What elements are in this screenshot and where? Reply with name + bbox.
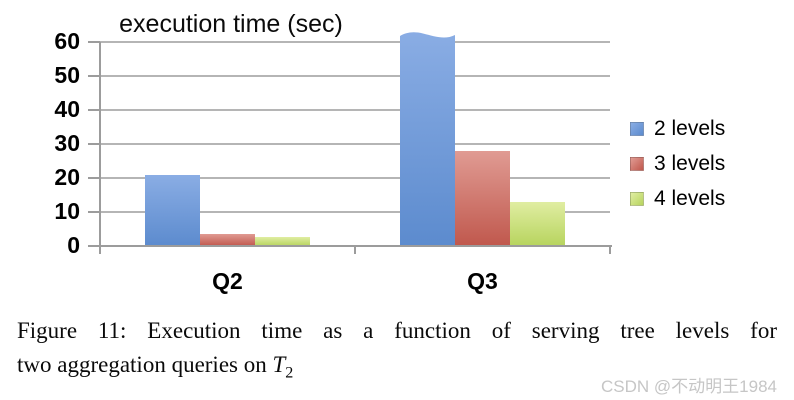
csdn-watermark: CSDN @不动明王1984 xyxy=(601,377,777,396)
legend-label: 2 levels xyxy=(654,117,726,140)
y-tick-40 xyxy=(88,109,100,111)
figure-caption: Figure 11: Execution time as a function … xyxy=(17,314,777,391)
gridline-30 xyxy=(100,143,610,145)
x-tick-1 xyxy=(354,246,356,254)
math-variable-T: T xyxy=(272,352,286,377)
y-tick-label-60: 60 xyxy=(54,28,80,54)
gridline-10 xyxy=(100,211,610,213)
caption-line-1: Figure 11: Execution time as a function … xyxy=(17,318,777,343)
legend-swatch-red xyxy=(630,157,644,171)
math-subscript-2: 2 xyxy=(285,364,294,382)
y-tick-label-20: 20 xyxy=(54,164,80,190)
y-tick-30 xyxy=(88,143,100,145)
plot-area xyxy=(88,41,612,254)
legend-label: 3 levels xyxy=(654,152,726,175)
bar-q2-3-levels xyxy=(200,234,255,246)
gridline-20 xyxy=(100,177,610,179)
legend-swatch-green xyxy=(630,192,644,206)
chart-title: execution time (sec) xyxy=(119,10,343,38)
bar-q3-2-levels xyxy=(400,31,455,246)
legend-item-3-levels: 3 levels xyxy=(630,151,725,177)
y-tick-label-50: 50 xyxy=(54,62,80,88)
y-axis-labels: 0 10 20 30 40 50 60 xyxy=(0,30,80,257)
x-label-q2: Q2 xyxy=(212,268,243,294)
x-axis-labels: Q2 Q3 xyxy=(100,268,610,295)
bar-q3-3-levels xyxy=(455,151,510,246)
y-axis-line xyxy=(99,42,101,247)
gridline-50 xyxy=(100,75,610,77)
caption-line-2: two aggregation queries on T2 xyxy=(17,348,777,391)
y-tick-label-10: 10 xyxy=(54,198,80,224)
legend-label: 4 levels xyxy=(654,187,726,210)
bar-q2-2-levels xyxy=(145,175,200,246)
bar-q3-4-levels xyxy=(510,202,565,246)
y-tick-20 xyxy=(88,177,100,179)
legend-swatch-blue xyxy=(630,122,644,136)
y-tick-0 xyxy=(88,245,100,247)
y-tick-10 xyxy=(88,211,100,213)
y-tick-50 xyxy=(88,75,100,77)
gridline-60 xyxy=(100,41,610,43)
chart-legend: 2 levels 3 levels 4 levels xyxy=(630,116,725,221)
x-tick-0 xyxy=(99,246,101,254)
bar-q2-4-levels xyxy=(255,237,310,246)
y-tick-label-40: 40 xyxy=(54,96,80,122)
x-tick-2 xyxy=(609,246,611,254)
y-tick-60 xyxy=(88,41,100,43)
x-axis-line xyxy=(100,245,612,247)
gridline-40 xyxy=(100,109,610,111)
y-tick-label-0: 0 xyxy=(67,232,80,258)
legend-item-4-levels: 4 levels xyxy=(630,186,725,212)
x-label-q3: Q3 xyxy=(467,268,498,294)
legend-item-2-levels: 2 levels xyxy=(630,116,725,142)
y-tick-label-30: 30 xyxy=(54,130,80,156)
caption-line-2-text: two aggregation queries on xyxy=(17,352,273,377)
